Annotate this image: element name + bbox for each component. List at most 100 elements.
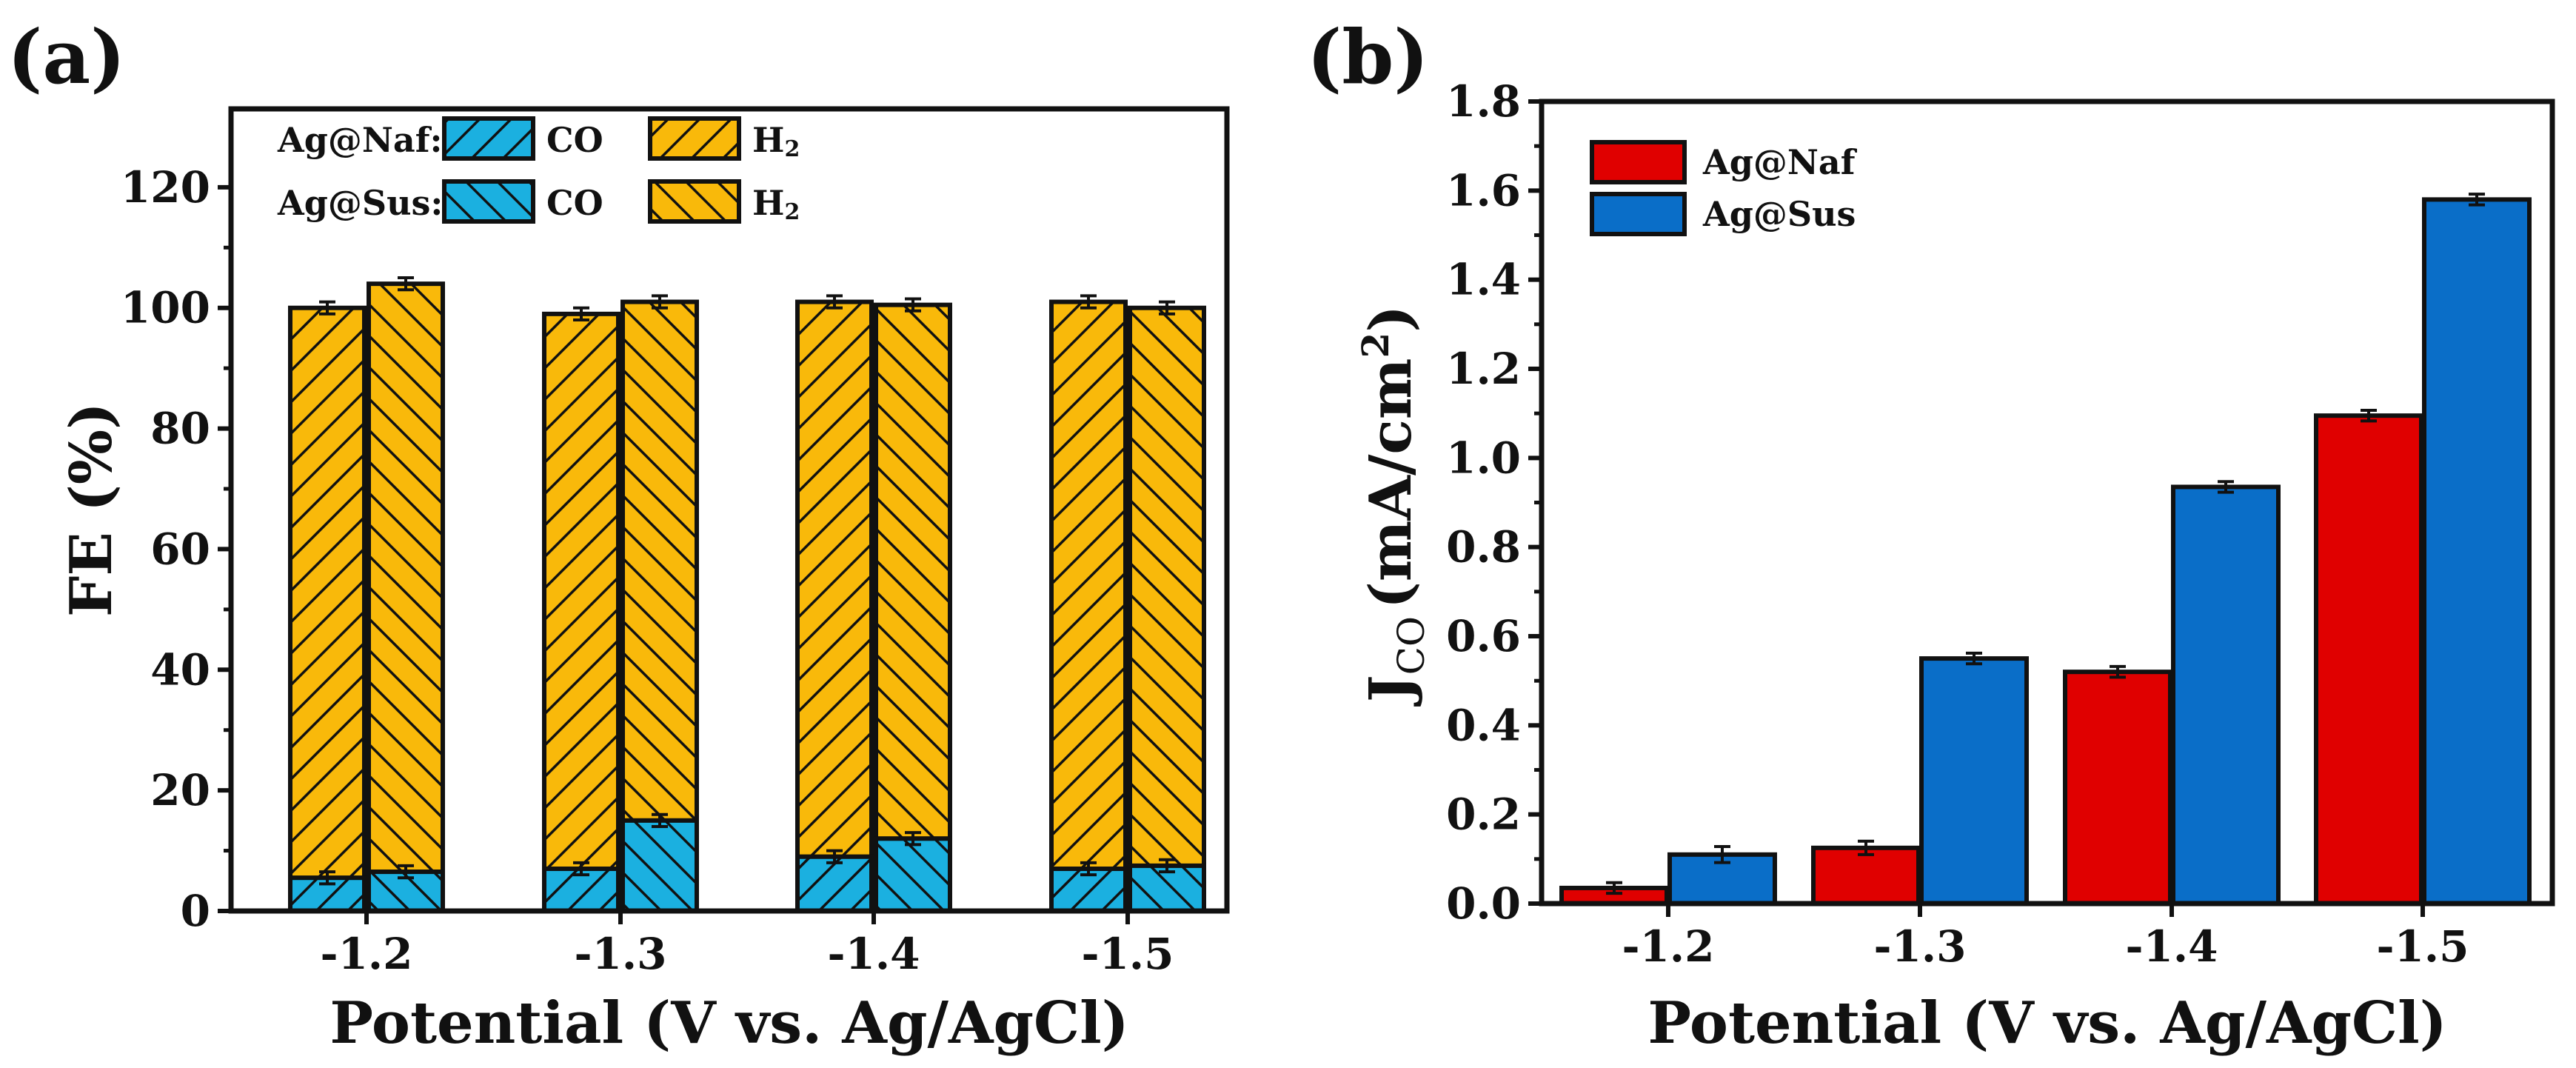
bar-a-Ag@Sus-h2--1.4 (874, 302, 952, 841)
tick-label-a-y-20: 20 (150, 765, 210, 815)
tick-label-a-y-40: 40 (150, 644, 210, 695)
panel-a: (a) 0 20 40 60 80 100 120 -1.2 -1.3 -1.4 -1.5 FE … (7, 13, 1230, 1057)
tick-label-b-y-1.8: 1.8 (1446, 76, 1521, 127)
err-a-Ag@Sus-co--1.3 (652, 812, 668, 828)
tick-label-b-y-0.2: 0.2 (1446, 790, 1521, 840)
bar-b-Ag@Naf--1.5 (2314, 413, 2423, 906)
bar-a-Ag@Naf-h2--1.4 (795, 299, 874, 859)
legend-a-sus-co-label: CO (546, 183, 603, 223)
err-a-Ag@Naf-total--1.5 (1080, 294, 1097, 310)
panel-a-label: (a) (7, 13, 125, 101)
tick-label-b-y-0.8: 0.8 (1446, 522, 1521, 573)
err-a-Ag@Naf-total--1.4 (826, 294, 843, 310)
tick-label-b-y-1.6: 1.6 (1446, 165, 1521, 216)
legend-b-naf-swatch (1590, 140, 1687, 184)
tick-label-b-x--1.5: -1.5 (2377, 921, 2469, 972)
bar-a-Ag@Sus-co--1.3 (620, 818, 699, 914)
tick-label-b-y-1.0: 1.0 (1446, 433, 1521, 483)
bar-a-Ag@Naf-h2--1.3 (542, 311, 620, 872)
tick-label-a-x--1.4: -1.4 (828, 929, 920, 979)
tick-label-b-y-0.0: 0.0 (1446, 878, 1521, 929)
panel-b-xlabel: Potential (V vs. Ag/AgCl) (1647, 989, 2446, 1057)
legend-a-naf-co-swatch (442, 116, 535, 161)
tick-label-a-x--1.5: -1.5 (1082, 929, 1174, 979)
legend-a-row2-label: Ag@Sus: (277, 183, 443, 223)
legend-a-row1-label: Ag@Naf: (277, 120, 442, 160)
err-a-Ag@Sus-co--1.2 (398, 864, 414, 880)
tick-label-b-y-0.6: 0.6 (1446, 611, 1521, 661)
tick-label-a-y-100: 100 (121, 283, 210, 333)
bar-b-Ag@Naf--1.4 (2063, 670, 2172, 907)
tick-label-b-x--1.4: -1.4 (2126, 921, 2218, 972)
panel-b-y-ticks: 0.0 0.2 0.4 0.6 0.8 1.0 1.2 1.4 1.6 1.8 (1446, 76, 1542, 929)
panel-a-xlabel: Potential (V vs. Ag/AgCl) (329, 989, 1128, 1057)
err-a-Ag@Naf-co--1.3 (573, 861, 589, 877)
err-a-Ag@Sus-total--1.3 (652, 294, 668, 310)
tick-label-a-y-80: 80 (150, 404, 210, 454)
err-b-Ag@Naf--1.3 (1858, 839, 1874, 856)
legend-b-naf-label: Ag@Naf (1702, 142, 1858, 182)
err-a-Ag@Naf-total--1.2 (319, 300, 335, 316)
panel-a-error-bars (319, 276, 1175, 886)
bar-a-Ag@Sus-h2--1.2 (367, 281, 445, 875)
panel-b-bars (1559, 197, 2532, 907)
err-b-Ag@Naf--1.2 (1606, 881, 1622, 895)
tick-label-a-x--1.3: -1.3 (575, 929, 667, 979)
tick-label-a-y-60: 60 (150, 524, 210, 574)
panel-a-ylabel: FE (%) (58, 402, 125, 617)
tick-label-b-y-0.4: 0.4 (1446, 700, 1521, 750)
panel-a-legend: Ag@Naf: CO H2 Ag@Sus: CO H2 (277, 116, 800, 225)
err-b-Ag@Naf--1.5 (2361, 408, 2377, 423)
panel-a-y-ticks: 0 20 40 60 80 100 120 (121, 162, 231, 936)
err-b-Ag@Sus--1.4 (2218, 480, 2234, 494)
tick-label-a-y-120: 120 (121, 162, 210, 213)
legend-a-sus-h2-swatch (648, 179, 741, 224)
err-a-Ag@Sus-co--1.4 (905, 831, 921, 847)
tick-label-b-y-1.4: 1.4 (1446, 255, 1521, 305)
panel-a-frame (228, 106, 1230, 914)
err-a-Ag@Sus-co--1.5 (1159, 858, 1175, 874)
err-a-Ag@Naf-co--1.5 (1080, 861, 1097, 877)
tick-label-a-x--1.2: -1.2 (321, 929, 413, 979)
legend-a-naf-h2-swatch (648, 116, 741, 161)
err-b-Ag@Naf--1.4 (2110, 664, 2126, 679)
tick-label-b-x--1.3: -1.3 (1874, 921, 1967, 972)
panel-b-legend: Ag@Naf Ag@Sus (1590, 140, 1858, 236)
panel-b-label: (b) (1307, 13, 1429, 101)
panel-a-bars (288, 281, 1206, 914)
err-a-Ag@Naf-total--1.3 (573, 306, 589, 321)
bar-b-Ag@Sus--1.4 (2171, 484, 2281, 906)
err-a-Ag@Sus-total--1.2 (398, 276, 414, 292)
tick-label-b-x--1.2: -1.2 (1622, 921, 1715, 972)
bar-a-Ag@Sus-h2--1.5 (1128, 305, 1206, 868)
legend-a-naf-co-label: CO (546, 120, 603, 160)
panel-b: (b) 0.00.20.40.60.81.01.21.41.61.8 -1.2-… (1307, 13, 2555, 1057)
bar-a-Ag@Naf-co--1.5 (1049, 867, 1128, 913)
err-a-Ag@Naf-co--1.2 (319, 870, 335, 886)
bar-b-Ag@Naf--1.3 (1811, 845, 1921, 906)
legend-a-sus-h2-label: H2 (752, 183, 800, 225)
bar-a-Ag@Sus-co--1.4 (874, 836, 952, 914)
err-b-Ag@Sus--1.3 (1966, 651, 1982, 666)
tick-label-a-y-0: 0 (181, 886, 210, 936)
panel-b-error-bars (1606, 193, 2485, 895)
legend-b-sus-label: Ag@Sus (1702, 194, 1856, 234)
legend-a-naf-h2-label: H2 (752, 120, 800, 162)
err-a-Ag@Sus-total--1.4 (905, 297, 921, 313)
bar-b-Ag@Sus--1.3 (1919, 656, 2029, 906)
panel-a-x-ticks: -1.2 -1.3 -1.4 -1.5 (321, 911, 1174, 979)
bar-a-Ag@Naf-h2--1.5 (1049, 299, 1128, 872)
tick-label-b-y-1.2: 1.2 (1446, 344, 1521, 394)
bar-b-Ag@Sus--1.5 (2422, 197, 2532, 907)
panel-b-ylabel: JCO(mA/cm2) (1354, 305, 1433, 707)
legend-a-sus-co-swatch (442, 179, 535, 224)
err-b-Ag@Sus--1.2 (1714, 844, 1730, 864)
bar-a-Ag@Naf-h2--1.2 (288, 305, 367, 881)
err-a-Ag@Sus-total--1.5 (1159, 300, 1175, 316)
err-b-Ag@Sus--1.5 (2469, 193, 2485, 207)
err-a-Ag@Naf-co--1.4 (826, 849, 843, 864)
bar-a-Ag@Naf-co--1.4 (795, 854, 874, 913)
panel-b-x-ticks: -1.2 -1.3 -1.4 -1.5 (1622, 904, 2469, 972)
legend-b-sus-swatch (1590, 192, 1687, 236)
